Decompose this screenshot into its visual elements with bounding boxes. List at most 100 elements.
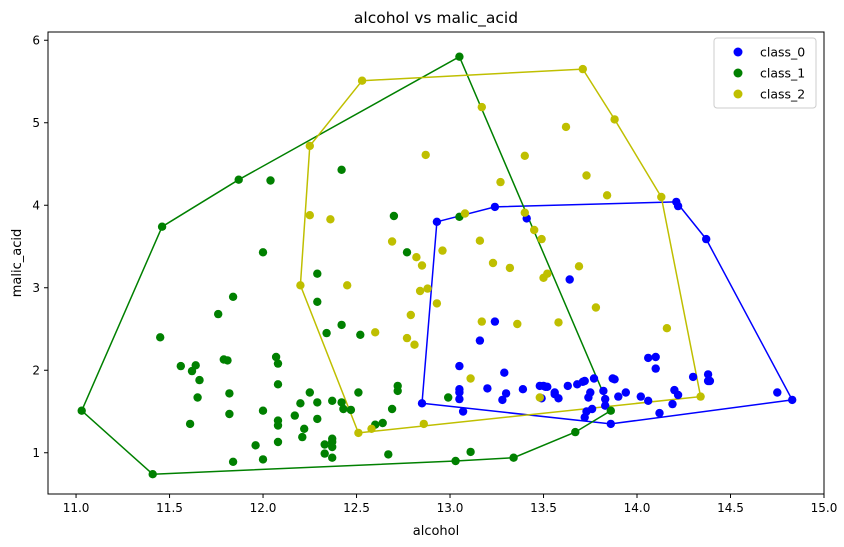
data-point — [535, 393, 544, 402]
legend-items: class_0 class_1 class_2 — [733, 45, 805, 102]
legend-marker-class_1 — [733, 68, 743, 78]
data-point — [644, 396, 653, 405]
data-point — [258, 455, 268, 464]
data-point — [672, 197, 681, 207]
data-point — [193, 393, 202, 402]
data-point — [273, 416, 283, 425]
data-point — [688, 372, 698, 382]
data-point — [402, 333, 412, 343]
data-point — [574, 262, 584, 271]
data-point — [412, 253, 421, 262]
data-point — [419, 419, 428, 429]
data-point — [367, 424, 376, 433]
data-point — [290, 411, 299, 420]
data-point — [384, 450, 393, 459]
data-point — [156, 333, 165, 342]
data-point — [571, 427, 580, 437]
data-point — [191, 361, 200, 370]
data-point — [417, 261, 427, 270]
data-point — [475, 236, 485, 245]
data-point — [346, 405, 356, 415]
data-point — [313, 414, 322, 424]
data-point — [621, 388, 630, 397]
data-point — [578, 64, 587, 74]
data-point — [520, 208, 529, 217]
data-point — [387, 237, 397, 246]
data-point — [393, 386, 402, 396]
x-tick-label: 11.0 — [63, 501, 90, 515]
data-point — [313, 297, 322, 306]
data-point — [328, 396, 337, 405]
data-point — [477, 102, 486, 112]
data-point — [606, 419, 615, 429]
data-point — [696, 392, 705, 401]
data-point — [466, 447, 475, 457]
legend-label-class_2: class_2 — [760, 87, 805, 102]
data-point — [258, 248, 268, 257]
data-point — [655, 408, 664, 418]
data-point — [356, 330, 365, 339]
data-point — [518, 385, 528, 394]
data-point — [563, 381, 572, 391]
data-point — [423, 284, 432, 293]
data-point — [273, 359, 283, 368]
data-point — [305, 211, 314, 220]
data-point — [339, 404, 348, 414]
data-point — [320, 440, 329, 449]
data-point — [225, 409, 234, 419]
data-point — [195, 375, 204, 385]
hull-class_0 — [421, 201, 794, 425]
data-point — [296, 399, 305, 408]
data-point — [258, 406, 268, 415]
x-tick-label: 12.0 — [250, 501, 277, 515]
y-tick-label: 3 — [32, 281, 40, 295]
data-point — [458, 407, 468, 416]
legend: class_0 class_1 class_2 — [713, 37, 817, 109]
data-point — [573, 380, 582, 389]
data-point — [432, 217, 442, 226]
data-point — [500, 368, 509, 377]
data-point — [300, 424, 309, 433]
data-point — [415, 286, 425, 296]
data-point — [599, 386, 608, 396]
data-point — [234, 175, 243, 184]
data-point — [460, 209, 470, 218]
data-point — [432, 299, 442, 308]
x-tick-label: 13.0 — [437, 501, 464, 515]
data-point — [337, 398, 346, 407]
data-point — [490, 317, 500, 326]
data-point — [584, 393, 593, 402]
data-point — [513, 319, 522, 329]
data-point — [406, 310, 415, 320]
data-point — [498, 395, 507, 405]
data-point — [387, 404, 397, 414]
x-tick-label: 14.5 — [717, 501, 744, 515]
data-point — [703, 376, 713, 386]
data-point — [490, 202, 500, 212]
data-point — [606, 406, 615, 415]
y-tick-label: 4 — [32, 198, 40, 212]
data-point — [328, 453, 337, 462]
data-point — [438, 246, 447, 255]
data-point — [357, 76, 367, 85]
data-point — [662, 324, 672, 333]
plot-area — [77, 52, 797, 479]
data-point — [326, 215, 335, 224]
data-point — [565, 275, 574, 284]
data-point — [337, 320, 346, 330]
legend-marker-class_2 — [733, 89, 743, 99]
axis-ticks: 11.0 11.5 12.0 12.5 13.0 13.5 14.0 14.5 15.0 1 2 3 4… — [32, 33, 837, 515]
data-point — [305, 388, 314, 397]
data-point — [328, 442, 337, 452]
data-point — [176, 361, 185, 371]
data-point — [313, 269, 322, 278]
data-point — [702, 234, 711, 244]
data-point — [273, 437, 283, 447]
data-point — [157, 222, 167, 231]
legend-label-class_0: class_0 — [760, 45, 805, 60]
y-tick-label: 6 — [32, 33, 40, 47]
data-point — [251, 441, 260, 450]
data-point — [535, 381, 544, 391]
